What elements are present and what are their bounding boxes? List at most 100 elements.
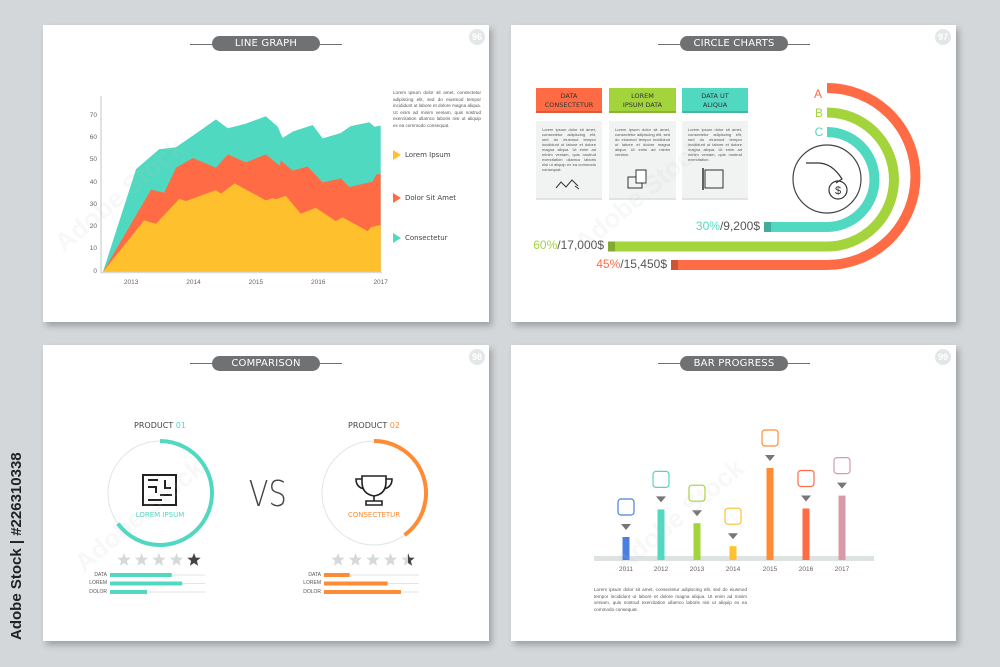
- maze-walls: [148, 479, 172, 501]
- bar-label: DOLOR: [303, 589, 321, 595]
- maze-icon: [142, 474, 177, 506]
- progress-bar-dolor: [324, 590, 401, 594]
- progress-bar-lorem: [110, 581, 183, 586]
- slide-title: LINE GRAPH: [212, 36, 320, 51]
- value-label-b: 60%/17,000$: [533, 238, 604, 252]
- bar-label: LOREM: [303, 580, 321, 586]
- star-icon: [383, 553, 398, 566]
- box-text: Lorem ipsum dolor sit amet, consectetur …: [688, 127, 742, 162]
- dollar-sign-icon: $: [835, 185, 841, 197]
- keyboard-icon: [688, 484, 706, 502]
- bar-2013: [693, 523, 701, 560]
- slide-title: BAR PROGRESS: [680, 356, 788, 371]
- ring-progress: [116, 439, 214, 547]
- progress-bar-data: [324, 573, 350, 577]
- arc-bar-b: [608, 107, 899, 252]
- box-header: DATA CONSECTETUR: [536, 88, 602, 113]
- gear-dollar-icon: [833, 457, 851, 475]
- folder-documents-icon: [761, 429, 779, 447]
- y-tick-label: 60: [89, 133, 97, 141]
- star-icon: [331, 553, 345, 566]
- percent: 45%: [596, 257, 621, 271]
- star-icon: [348, 553, 363, 566]
- x-tick-label: 2014: [186, 279, 201, 286]
- product-label: PRODUCT: [134, 421, 174, 430]
- area-lorem-ipsum: [103, 183, 381, 272]
- arc-label-c: C: [814, 125, 824, 139]
- amount: /17,000$: [557, 238, 604, 252]
- arc-label-b: B: [814, 106, 823, 120]
- product-title: PRODUCT 02: [314, 421, 434, 430]
- legend-marker-icon: [393, 233, 401, 243]
- box-text: Lorem ipsum dolor sit amet, consectetur …: [615, 127, 670, 157]
- product-number: 01: [175, 421, 186, 430]
- page-number: 98: [469, 349, 485, 365]
- box-body: Lorem ipsum dolor sit amet, consectetur …: [536, 121, 602, 200]
- diamond-icon: [652, 470, 670, 488]
- y-tick-label: 40: [89, 178, 97, 186]
- pointer-triangle-icon: [621, 524, 631, 530]
- box-title: DATA: [560, 92, 578, 100]
- pointing-hand-icon: [724, 507, 742, 525]
- x-tick-label: 2017: [373, 279, 388, 286]
- bar-2017: [838, 495, 846, 560]
- star-icon: [117, 553, 131, 566]
- pointer-triangle-icon: [728, 533, 738, 540]
- bar-2016: [802, 508, 810, 560]
- bar-2012: [657, 509, 665, 560]
- y-tick-label: 30: [89, 200, 97, 208]
- year-label: 2012: [653, 566, 669, 573]
- box-title: DATA UT: [701, 92, 729, 100]
- y-tick-label: 50: [89, 156, 97, 164]
- progress-bar-data: [110, 573, 172, 577]
- amount: /15,450$: [620, 257, 667, 271]
- description-text: Lorem ipsum dolor sit amet, consectetur …: [393, 90, 481, 128]
- y-tick-label: 20: [89, 223, 97, 231]
- star-icon: [366, 553, 380, 566]
- year-label: 2016: [798, 566, 814, 573]
- star-icon: [401, 553, 415, 566]
- hand-coin-dollar-icon: [792, 144, 862, 214]
- bar-2015: [766, 468, 774, 560]
- legend-label: Lorem Ipsum: [405, 151, 451, 159]
- x-tick-label: 2015: [248, 279, 264, 286]
- pointer-triangle-icon: [765, 455, 775, 461]
- x-tick-label: 2016: [311, 279, 326, 286]
- trend-arrows-icon: [555, 179, 580, 190]
- progress-bar-dolor: [110, 590, 148, 594]
- bar-label: DOLOR: [89, 589, 107, 595]
- amount: /9,200$: [719, 219, 760, 233]
- slide-title: COMPARISON: [212, 356, 320, 371]
- box-title: IPSUM DATA: [622, 101, 663, 109]
- box-title: LOREM: [631, 92, 654, 100]
- vs-label: VS: [248, 474, 287, 515]
- arc-bar-end-cap: [608, 241, 615, 252]
- y-tick-label: 10: [89, 245, 97, 253]
- box-text: Lorem ipsum dolor sit amet, consectetur …: [542, 127, 596, 172]
- bar-label: DATA: [308, 572, 321, 578]
- blueprint-pencil-icon: [704, 169, 724, 189]
- legend-label: Consectetur: [405, 234, 448, 242]
- box-header: LOREM IPSUM DATA: [609, 88, 676, 113]
- arc-bar-end-cap: [764, 222, 771, 232]
- pointer-triangle-icon: [801, 495, 811, 502]
- legend-marker-icon: [393, 150, 401, 160]
- slide-title: CIRCLE CHARTS: [680, 36, 788, 51]
- star-icon: [169, 553, 184, 566]
- star-icon: [152, 553, 166, 566]
- product-caption: LOREM IPSUM: [135, 511, 185, 519]
- legend-marker-icon: [393, 193, 401, 203]
- pointer-triangle-icon: [692, 510, 702, 517]
- year-label: 2014: [725, 566, 741, 573]
- percent: 60%: [533, 238, 558, 252]
- arc-bar-end-cap: [671, 260, 678, 270]
- year-label: 2013: [689, 566, 705, 573]
- y-tick-label: 0: [93, 267, 97, 275]
- pointer-triangle-icon: [656, 496, 666, 503]
- falling-coin-icon: [797, 469, 815, 488]
- product-number: 02: [389, 421, 400, 430]
- value-label-c: 30%/9,200$: [696, 219, 760, 233]
- bar-2011: [622, 537, 630, 560]
- year-label: 2015: [762, 566, 778, 573]
- description-text: Lorem ipsum dolor sit amet, consectetur …: [594, 587, 747, 612]
